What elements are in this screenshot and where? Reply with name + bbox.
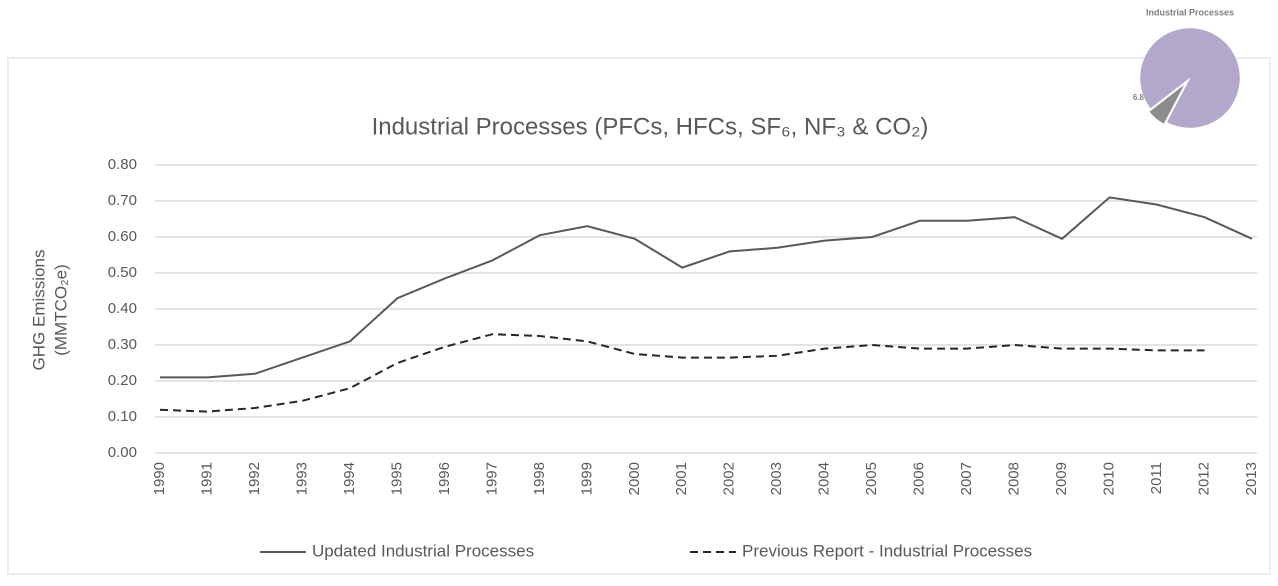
x-tick-label: 2008	[1006, 462, 1023, 495]
y-tick-label: 0.30	[108, 336, 137, 353]
y-tick-label: 0.50	[108, 264, 137, 281]
pie-slice	[1148, 83, 1186, 125]
pie-label: 6.8%	[1133, 93, 1151, 102]
y-tick-label: 0.80	[108, 156, 137, 173]
y-tick-label: 0.40	[108, 300, 137, 317]
x-tick-label: 1995	[388, 462, 405, 495]
chart-title: Industrial Processes (PFCs, HFCs, SF₆, N…	[372, 113, 929, 140]
y-axis-label: GHG Emissions	[29, 250, 48, 371]
y-tick-label: 0.00	[108, 444, 137, 461]
line-series	[160, 196, 1253, 379]
legend-label: Updated Industrial Processes	[312, 541, 534, 560]
x-tick-label: 2001	[673, 462, 690, 495]
x-tick-label: 1999	[578, 462, 595, 495]
x-tick-label: 2002	[721, 462, 738, 495]
y-tick-label: 0.10	[108, 408, 137, 425]
x-tick-label: 1997	[483, 462, 500, 495]
x-tick-label: 1996	[436, 462, 453, 495]
pie-title: Industrial Processes	[1146, 7, 1234, 17]
x-tick-label: 2005	[863, 462, 880, 495]
x-tick-label: 2000	[626, 462, 643, 495]
x-tick-label: 1994	[341, 462, 358, 495]
y-tick-label: 0.70	[108, 192, 137, 209]
x-tick-label: 1998	[531, 462, 548, 495]
x-tick-label: 2012	[1195, 462, 1212, 495]
y-tick-label: 0.20	[108, 372, 137, 389]
x-tick-label: 2007	[958, 462, 975, 495]
chart-frame	[7, 57, 1271, 575]
x-tick-label: 2011	[1148, 462, 1165, 494]
line-series	[159, 333, 1205, 413]
x-tick-label: 1990	[151, 462, 168, 495]
x-tick-label: 2010	[1101, 462, 1118, 495]
x-tick-label: 2003	[768, 462, 785, 495]
x-tick-label: 2013	[1243, 462, 1260, 495]
x-tick-label: 1991	[198, 462, 215, 495]
x-tick-label: 1992	[246, 462, 263, 495]
x-tick-label: 2004	[816, 462, 833, 495]
x-tick-label: 2009	[1053, 462, 1070, 495]
x-tick-label: 1993	[293, 462, 310, 495]
pie-slice	[1139, 27, 1241, 129]
legend-label: Previous Report - Industrial Processes	[742, 541, 1032, 560]
y-tick-label: 0.60	[108, 228, 137, 245]
y-axis-label: (MMTCO₂e)	[51, 264, 70, 356]
x-tick-label: 2006	[911, 462, 928, 495]
